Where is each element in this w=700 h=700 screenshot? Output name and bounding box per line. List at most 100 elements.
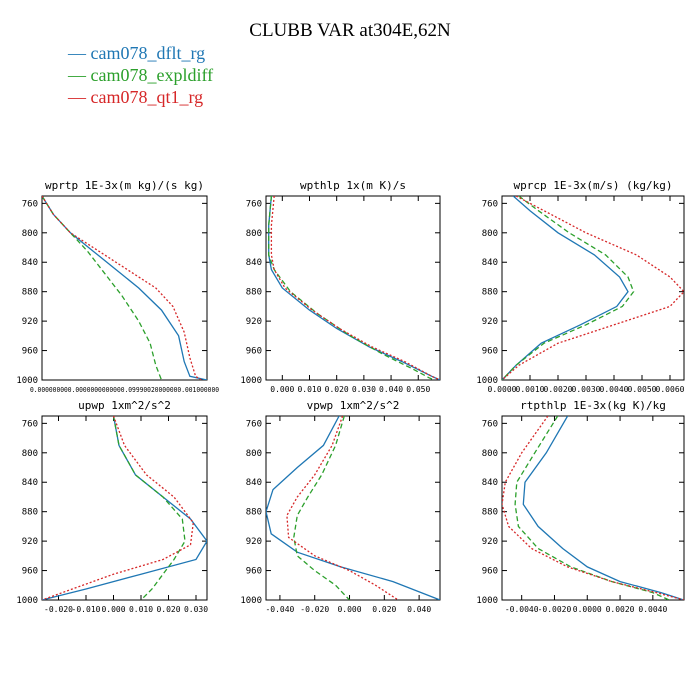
y-tick-label: 880 bbox=[22, 288, 38, 298]
y-tick-label: 800 bbox=[246, 449, 262, 459]
y-tick-label: 800 bbox=[22, 229, 38, 239]
series-line-cam078-qt1-rg bbox=[270, 196, 440, 380]
y-tick-label: 960 bbox=[22, 567, 38, 577]
y-tick-label: 960 bbox=[246, 347, 262, 357]
y-tick-label: 960 bbox=[482, 567, 498, 577]
y-tick-label: 760 bbox=[482, 419, 498, 429]
series-line-cam078-qt1-rg bbox=[42, 196, 202, 380]
x-tick-label: -0.0020 bbox=[538, 605, 572, 614]
x-tick-label: 0.0030 bbox=[572, 385, 601, 394]
x-tick-label: 0.020 bbox=[325, 385, 349, 394]
series-line-cam078-qt1-rg bbox=[286, 416, 399, 600]
y-tick-label: 840 bbox=[246, 478, 262, 488]
y-tick-label: 880 bbox=[246, 288, 262, 298]
legend: — cam078_dflt_rg — cam078_expldiff — cam… bbox=[68, 42, 213, 108]
series-line-cam078-dflt-rg bbox=[268, 196, 440, 380]
x-tick-label: -0.0040 bbox=[505, 605, 539, 614]
y-tick-label: 760 bbox=[246, 199, 262, 209]
series-line-cam078-dflt-rg bbox=[522, 416, 684, 600]
y-tick-label: 960 bbox=[246, 567, 262, 577]
series-line-cam078-dflt-rg bbox=[42, 196, 207, 380]
x-tick-label: 0.000 bbox=[337, 605, 361, 614]
y-tick-label: 1000 bbox=[476, 596, 498, 606]
y-tick-label: 840 bbox=[482, 258, 498, 268]
x-tick-label: 0.0040 bbox=[600, 385, 629, 394]
x-tick-label: 0.040 bbox=[407, 605, 431, 614]
x-tick-label: -0.020 bbox=[300, 605, 329, 614]
legend-item-qt1: — cam078_qt1_rg bbox=[68, 87, 204, 107]
series-line-cam078-qt1-rg bbox=[42, 416, 194, 600]
panel-title: vpwp 1xm^2/s^2 bbox=[307, 399, 400, 412]
series-line-cam078-expldiff bbox=[42, 196, 163, 380]
panel-frame bbox=[41, 415, 208, 601]
series-line-cam078-expldiff bbox=[514, 416, 670, 600]
panel-frame bbox=[265, 415, 441, 601]
legend-item-expldiff: — cam078_expldiff bbox=[68, 65, 214, 85]
x-tick-label: 0.0010 bbox=[516, 385, 545, 394]
y-tick-label: 920 bbox=[246, 537, 262, 547]
panel-title: wprcp 1E-3x(m/s) (kg/kg) bbox=[514, 179, 673, 192]
y-tick-label: 760 bbox=[246, 419, 262, 429]
x-tick-label: 0.000000000.0000000000000.09990020000000… bbox=[30, 386, 219, 394]
series-line-cam078-qt1-rg bbox=[502, 416, 684, 600]
series-line-cam078-expldiff bbox=[293, 416, 350, 600]
x-tick-label: 0.010 bbox=[129, 605, 153, 614]
x-tick-label: 0.0040 bbox=[638, 605, 667, 614]
y-tick-label: 880 bbox=[22, 508, 38, 518]
panel-frame bbox=[41, 195, 208, 381]
series-line-cam078-expldiff bbox=[268, 196, 435, 380]
y-tick-label: 920 bbox=[482, 317, 498, 327]
x-tick-label: 0.0050 bbox=[628, 385, 657, 394]
y-tick-label: 1000 bbox=[240, 596, 262, 606]
panel-frame bbox=[265, 195, 441, 381]
y-tick-label: 760 bbox=[22, 419, 38, 429]
x-tick-label: -0.020 bbox=[44, 605, 73, 614]
x-tick-label: 0.010 bbox=[297, 385, 321, 394]
x-tick-label: 0.000 bbox=[270, 385, 294, 394]
x-tick-label: 0.020 bbox=[372, 605, 396, 614]
y-tick-label: 760 bbox=[482, 199, 498, 209]
y-tick-label: 960 bbox=[482, 347, 498, 357]
x-tick-label: 0.040 bbox=[379, 385, 403, 394]
x-tick-label: -0.010 bbox=[72, 605, 101, 614]
panel-title: rtpthlp 1E-3x(kg K)/kg bbox=[520, 399, 666, 412]
series-line-cam078-dflt-rg bbox=[266, 416, 440, 600]
x-tick-label: 0.0000 bbox=[573, 605, 602, 614]
y-tick-label: 1000 bbox=[240, 376, 262, 386]
y-tick-label: 840 bbox=[246, 258, 262, 268]
x-tick-label: 0.030 bbox=[184, 605, 208, 614]
y-tick-label: 840 bbox=[22, 478, 38, 488]
y-tick-label: 800 bbox=[482, 229, 498, 239]
y-tick-label: 840 bbox=[482, 478, 498, 488]
y-tick-label: 1000 bbox=[16, 596, 38, 606]
y-tick-label: 880 bbox=[482, 508, 498, 518]
panel-frame bbox=[501, 415, 685, 601]
y-tick-label: 800 bbox=[22, 449, 38, 459]
x-tick-label: 0.0060 bbox=[656, 385, 685, 394]
x-tick-label: 0.000 bbox=[101, 605, 125, 614]
y-tick-label: 960 bbox=[22, 347, 38, 357]
y-tick-label: 1000 bbox=[16, 376, 38, 386]
series-line-cam078-dflt-rg bbox=[42, 416, 207, 600]
x-tick-label: -0.040 bbox=[265, 605, 294, 614]
series-line-cam078-dflt-rg bbox=[502, 196, 629, 380]
x-tick-label: 0.050 bbox=[406, 385, 430, 394]
y-tick-label: 920 bbox=[22, 537, 38, 547]
panel-title: wprtp 1E-3x(m kg)/(s kg) bbox=[45, 179, 204, 192]
y-tick-label: 880 bbox=[246, 508, 262, 518]
x-tick-label: 0.030 bbox=[352, 385, 376, 394]
panel-title: upwp 1xm^2/s^2 bbox=[78, 399, 171, 412]
x-tick-label: 0.0020 bbox=[544, 385, 573, 394]
y-tick-label: 760 bbox=[22, 199, 38, 209]
y-tick-label: 920 bbox=[482, 537, 498, 547]
x-tick-label: 0.020 bbox=[156, 605, 180, 614]
y-tick-label: 800 bbox=[482, 449, 498, 459]
y-tick-label: 920 bbox=[22, 317, 38, 327]
series-line-cam078-expldiff bbox=[112, 416, 186, 600]
series-line-cam078-qt1-rg bbox=[502, 196, 684, 380]
x-tick-label: 0.0020 bbox=[606, 605, 635, 614]
y-tick-label: 880 bbox=[482, 288, 498, 298]
y-tick-label: 920 bbox=[246, 317, 262, 327]
figure-title: CLUBB VAR at304E,62N bbox=[249, 20, 451, 41]
